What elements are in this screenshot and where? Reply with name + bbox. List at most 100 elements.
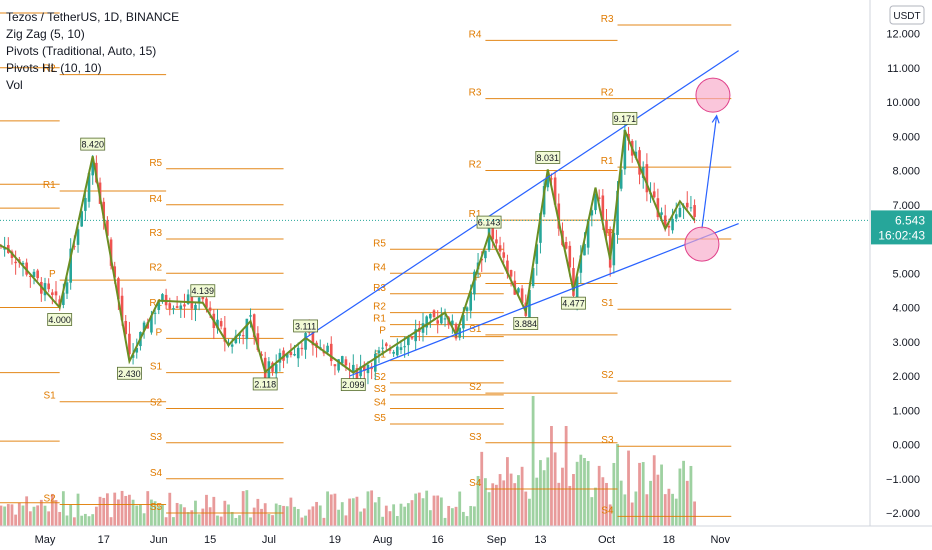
candle-body	[29, 275, 32, 277]
volume-bar	[47, 511, 51, 526]
volume-bar	[285, 506, 289, 526]
pivot-price-label: 4.139	[192, 286, 215, 296]
candle-body	[175, 306, 179, 308]
candle-body	[689, 207, 693, 209]
candle-body	[432, 310, 436, 318]
volume-bar	[513, 483, 517, 526]
pivot-price-label: 8.420	[81, 140, 104, 150]
volume-bar	[183, 507, 186, 526]
volume-bar	[524, 491, 528, 526]
volume-bar	[322, 517, 326, 526]
pivot-price-badge	[190, 284, 216, 298]
indicator-volume[interactable]: Vol	[6, 78, 23, 92]
pivot-level-label: S1	[43, 391, 56, 402]
pivot-price-badge	[47, 313, 73, 326]
currency-badge[interactable]	[889, 5, 925, 25]
y-tick-label: 10.000	[886, 97, 920, 109]
pivot-price-badge	[252, 377, 278, 391]
volume-bar	[28, 511, 32, 526]
trendline[interactable]	[305, 50, 739, 339]
candle-body	[520, 288, 524, 303]
x-tick-label: 15	[204, 534, 216, 546]
candle-body	[43, 283, 47, 296]
volume-bar	[94, 506, 98, 526]
candle-body	[285, 354, 289, 358]
volume-bar	[6, 504, 10, 526]
volume-bar	[458, 491, 462, 526]
trendline[interactable]	[349, 223, 739, 377]
candle-body	[267, 361, 271, 384]
candle-body	[238, 333, 241, 337]
candle-body	[32, 271, 36, 278]
indicator-zigzag[interactable]: Zig Zag (5, 10)	[6, 27, 85, 41]
volume-bar	[542, 470, 546, 526]
candle-body	[454, 323, 458, 339]
candle-body	[392, 351, 395, 354]
candle-body	[256, 333, 260, 351]
volume-bar	[608, 504, 612, 526]
y-tick-label: 2.000	[892, 371, 920, 383]
candle-body	[498, 245, 502, 252]
trendlines-layer	[305, 50, 739, 377]
volume-bar	[535, 477, 539, 526]
currency-badge-label: USDT	[893, 11, 920, 22]
volume-bar	[480, 451, 484, 526]
volume-bar	[428, 510, 432, 526]
volume-bar	[278, 504, 282, 526]
candle-body	[414, 329, 417, 342]
volume-bar	[509, 473, 513, 526]
volume-bar	[271, 515, 274, 526]
target-circle[interactable]	[684, 226, 720, 262]
volume-bar	[671, 493, 674, 526]
volume-bar	[197, 514, 201, 526]
candle-body	[124, 320, 128, 335]
indicator-pivots[interactable]: Pivots (Traditional, Auto, 15)	[6, 44, 157, 58]
x-tick-label: Oct	[598, 534, 615, 546]
target-circle[interactable]	[695, 77, 731, 113]
pivot-level-label: R2	[469, 160, 482, 171]
candle-body	[172, 308, 175, 310]
candle-body	[553, 177, 557, 205]
y-tick-label: 1.000	[892, 405, 920, 417]
candle-body	[407, 336, 410, 346]
volume-bar	[638, 462, 641, 526]
volume-bar	[417, 492, 421, 526]
indicator-pivots-hl[interactable]: Pivots HL (10, 10)	[6, 61, 102, 75]
x-tick-label: 16	[432, 534, 444, 546]
volume-bar	[260, 508, 263, 526]
pivot-price-label: 3.884	[515, 319, 538, 329]
volume-bar	[619, 480, 623, 526]
volume-bar	[69, 504, 73, 526]
pivot-level-label: R3	[601, 14, 614, 25]
candle-body	[575, 276, 579, 300]
candle-body	[623, 129, 627, 170]
volume-bar	[21, 505, 25, 526]
candle-body	[278, 352, 282, 363]
candle-body	[230, 344, 234, 347]
volume-bar	[447, 505, 451, 526]
candles-layer	[0, 119, 696, 387]
candle-body	[436, 320, 439, 324]
candle-body	[84, 197, 87, 211]
candle-body	[117, 278, 120, 300]
candle-body	[153, 312, 157, 314]
volume-bar	[241, 491, 245, 526]
candle-body	[671, 218, 674, 231]
pivot-level-label: S2	[601, 370, 614, 381]
volume-bar	[131, 499, 135, 526]
pivot-level-label: S3	[150, 432, 163, 443]
pivot-price-badge	[535, 151, 561, 164]
volume-bar	[395, 516, 399, 526]
volume-bar	[120, 490, 124, 526]
volume-bar	[693, 501, 696, 526]
projection-arrow[interactable]	[701, 115, 718, 229]
volume-bar	[399, 503, 403, 526]
symbol-title[interactable]: Tezos / TetherUS, 1D, BINANCE	[6, 10, 180, 24]
volume-bar	[76, 493, 80, 526]
volume-bar	[150, 499, 153, 526]
pivot-price-label: 2.118	[254, 379, 276, 389]
y-tick-label: 5.000	[892, 268, 920, 280]
